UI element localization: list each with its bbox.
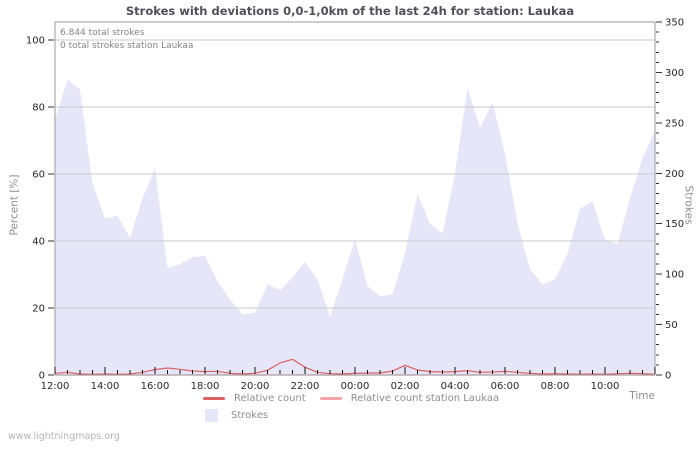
plot-border bbox=[54, 21, 656, 376]
svg-text:12:00: 12:00 bbox=[41, 381, 70, 392]
chart-title: Strokes with deviations 0,0-1,0km of the… bbox=[125, 4, 575, 18]
legend-row-lines: Relative count Relative count station La… bbox=[203, 391, 513, 405]
relative-count-swatch bbox=[203, 396, 225, 400]
svg-text:50: 50 bbox=[665, 320, 678, 331]
svg-text:60: 60 bbox=[32, 170, 45, 181]
y-axis-label-strokes: Strokes bbox=[682, 185, 695, 225]
svg-text:250: 250 bbox=[665, 118, 684, 129]
station-strokes-annotation: 0 total strokes station Laukaa bbox=[60, 41, 194, 51]
svg-text:02:00: 02:00 bbox=[391, 381, 420, 392]
svg-text:0: 0 bbox=[39, 371, 45, 382]
svg-text:16:00: 16:00 bbox=[141, 381, 170, 392]
legend-item-relative-count: Relative count bbox=[203, 393, 306, 404]
svg-text:100: 100 bbox=[26, 36, 45, 47]
svg-text:14:00: 14:00 bbox=[91, 381, 120, 392]
svg-text:00:00: 00:00 bbox=[341, 381, 370, 392]
svg-text:20: 20 bbox=[32, 304, 45, 315]
svg-text:06:00: 06:00 bbox=[491, 381, 520, 392]
legend: Relative count Relative count station La… bbox=[203, 391, 513, 425]
left-ticks: 0 20 40 60 80 100 bbox=[26, 36, 54, 382]
svg-text:20:00: 20:00 bbox=[241, 381, 270, 392]
svg-text:350: 350 bbox=[665, 18, 684, 29]
x-ticks: 12:00 14:00 16:00 18:00 20:00 22:00 00:00 02:00… bbox=[41, 367, 656, 392]
strokes-label: Strokes bbox=[231, 409, 269, 421]
right-ticks: 0 50 100 150 200 250 300 350 bbox=[656, 18, 684, 382]
svg-text:0: 0 bbox=[665, 371, 671, 382]
relative-count-station-swatch bbox=[319, 396, 342, 400]
watermark: www.lightningmaps.org bbox=[8, 431, 120, 442]
strokes-area bbox=[55, 79, 655, 375]
svg-text:40: 40 bbox=[32, 237, 45, 248]
svg-text:04:00: 04:00 bbox=[441, 381, 470, 392]
svg-text:150: 150 bbox=[665, 219, 684, 230]
svg-text:100: 100 bbox=[665, 270, 684, 281]
relative-count-station-label: Relative count station Laukaa bbox=[350, 392, 500, 404]
strokes-swatch bbox=[205, 408, 218, 422]
relative-count-label: Relative count bbox=[234, 392, 306, 404]
legend-item-strokes: Strokes bbox=[203, 408, 269, 422]
svg-text:200: 200 bbox=[665, 169, 684, 180]
legend-row-strokes: Strokes bbox=[203, 408, 513, 422]
y-axis-label-percent: Percent [%] bbox=[8, 174, 21, 236]
legend-item-relative-count-station: Relative count station Laukaa bbox=[319, 392, 500, 404]
svg-text:10:00: 10:00 bbox=[591, 381, 620, 392]
svg-text:08:00: 08:00 bbox=[541, 381, 570, 392]
svg-text:80: 80 bbox=[32, 103, 45, 114]
x-axis-label-time: Time bbox=[629, 390, 655, 402]
svg-text:22:00: 22:00 bbox=[291, 381, 320, 392]
svg-text:300: 300 bbox=[665, 68, 684, 79]
total-strokes-annotation: 6.844 total strokes bbox=[60, 28, 145, 38]
gridlines bbox=[55, 39, 655, 309]
svg-text:18:00: 18:00 bbox=[191, 381, 220, 392]
